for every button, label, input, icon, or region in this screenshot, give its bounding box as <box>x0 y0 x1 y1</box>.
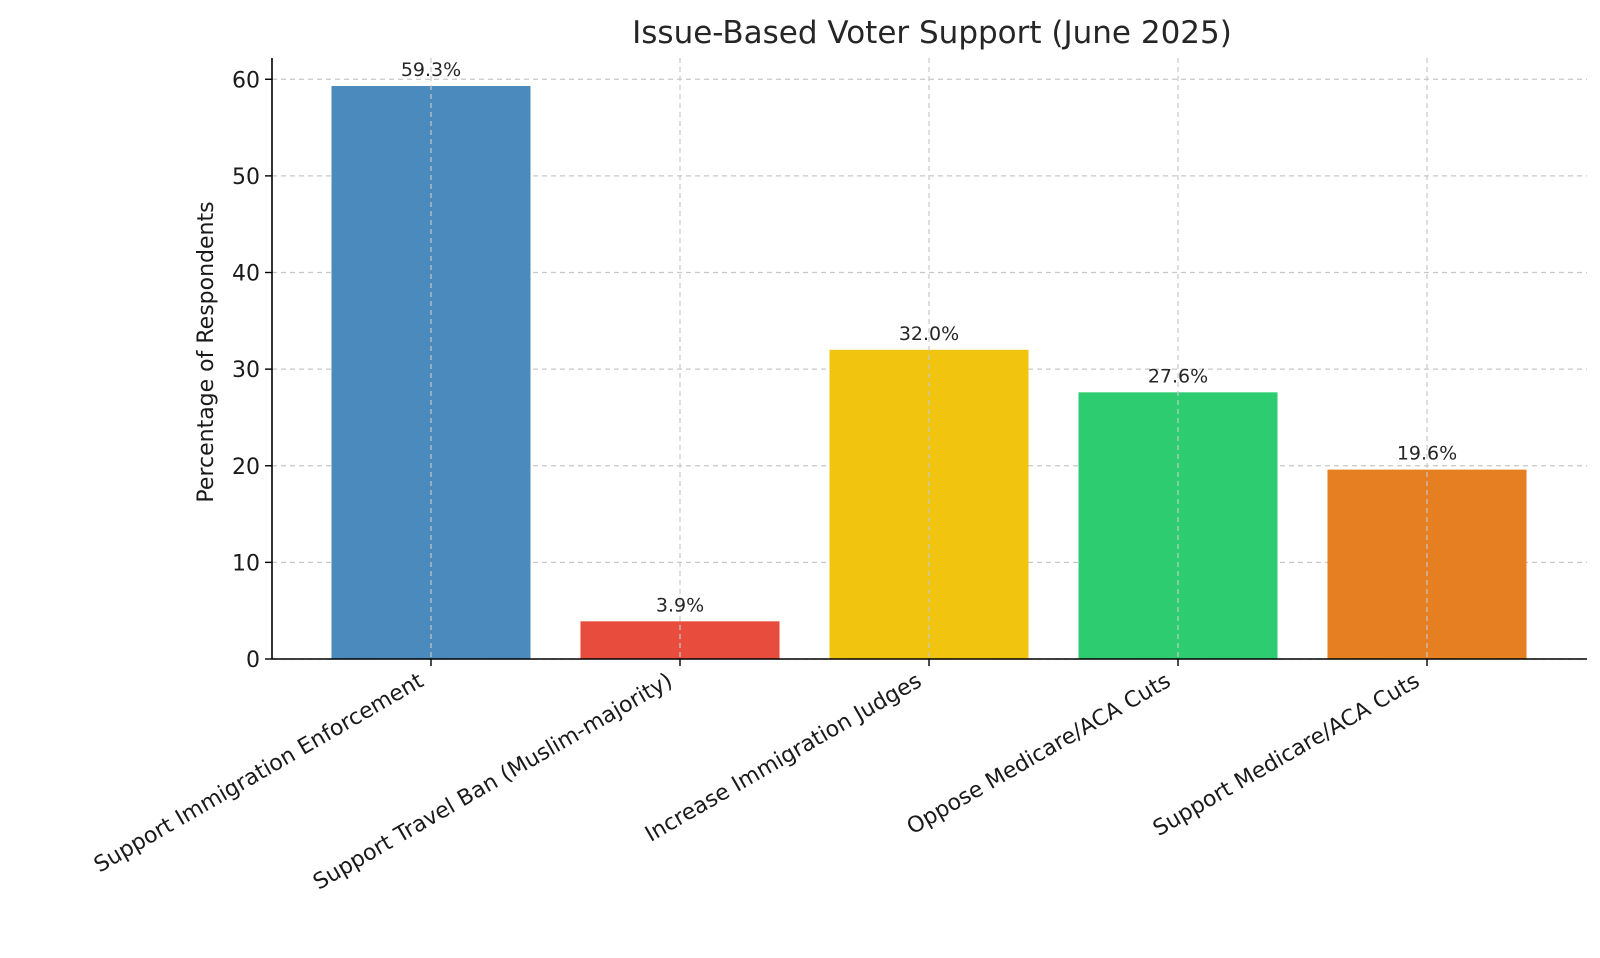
bar-data-label: 27.6% <box>1148 365 1208 387</box>
x-tick-label: Oppose Medicare/ACA Cuts <box>903 669 1175 841</box>
bar <box>829 349 1029 659</box>
bar-data-label: 3.9% <box>656 594 704 616</box>
x-tick-label: Support Medicare/ACA Cuts <box>1149 669 1424 842</box>
y-tick-label: 30 <box>232 358 260 383</box>
bar-data-label: 59.3% <box>401 59 461 81</box>
vertical-grid-layer <box>430 58 1428 659</box>
y-tick-label: 50 <box>232 165 260 190</box>
axes-layer <box>265 58 1587 666</box>
y-tick-label: 0 <box>246 648 260 673</box>
y-tick-label: 10 <box>232 551 260 576</box>
y-tick-label: 40 <box>232 262 260 287</box>
y-tick-label: 20 <box>232 455 260 480</box>
chart-title: Issue-Based Voter Support (June 2025) <box>632 15 1232 51</box>
x-tick-label: Increase Immigration Judges <box>641 669 926 848</box>
y-axis-label: Percentage of Respondents <box>194 201 219 502</box>
bar-data-label: 19.6% <box>1397 443 1457 465</box>
bar-data-label: 32.0% <box>899 323 959 345</box>
y-tick-label: 60 <box>232 68 260 93</box>
